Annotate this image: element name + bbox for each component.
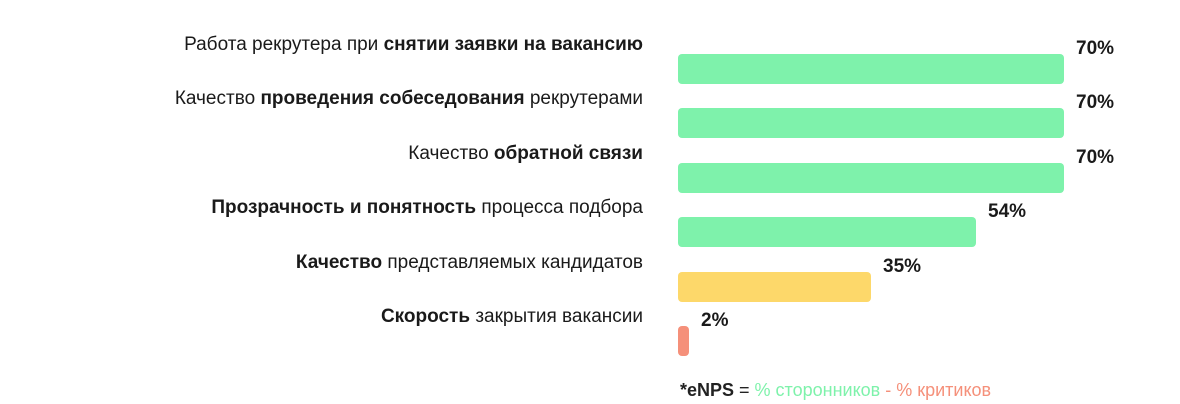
value-label: 70% [1076, 147, 1115, 168]
value-label: 2% [701, 310, 729, 331]
category-label-part: процесса подбора [476, 197, 643, 218]
category-label: Качество представляемых кандидатов [296, 252, 643, 274]
category-label: Качество проведения собеседования рекрут… [175, 88, 643, 110]
value-label: 70% [1076, 92, 1115, 113]
category-label-part: Скорость [380, 306, 471, 327]
category-label-part: обратной связи [493, 143, 643, 164]
bar [678, 108, 1064, 138]
value-label: 54% [988, 201, 1027, 222]
footnote-key: *eNPS [680, 380, 735, 400]
category-label-part: закрытия вакансии [470, 306, 643, 327]
bar [678, 163, 1064, 193]
footnote-positive: % сторонников [754, 380, 881, 400]
category-label-part: Прозрачность и понятность [211, 197, 477, 218]
bar [678, 326, 689, 356]
category-label: Работа рекрутера при снятии заявки на ва… [184, 34, 643, 56]
category-label-part: снятии заявки на вакансию [383, 34, 643, 55]
category-label: Прозрачность и понятность процесса подбо… [211, 197, 643, 219]
category-label: Скорость закрытия вакансии [381, 306, 643, 328]
footnote-negative: % критиков [896, 380, 992, 400]
bar [678, 217, 976, 247]
category-label-part: Качество [174, 88, 261, 109]
category-label-part: Работа рекрутера при [184, 34, 384, 55]
footnote-equals: = [734, 380, 755, 400]
category-label-part: Качество [408, 143, 494, 164]
category-label: Качество обратной связи [408, 143, 643, 165]
category-label-part: рекрутерами [524, 88, 643, 109]
category-label-part: Качество [295, 252, 383, 273]
value-label: 70% [1076, 38, 1115, 59]
category-label-part: проведения собеседования [260, 88, 525, 109]
enps-footnote: *eNPS = % сторонников - % критиков [680, 379, 991, 401]
bar [678, 272, 871, 302]
bar [678, 54, 1064, 84]
value-label: 35% [883, 256, 922, 277]
footnote-separator: - [880, 380, 897, 400]
category-label-part: представляемых кандидатов [382, 252, 643, 273]
